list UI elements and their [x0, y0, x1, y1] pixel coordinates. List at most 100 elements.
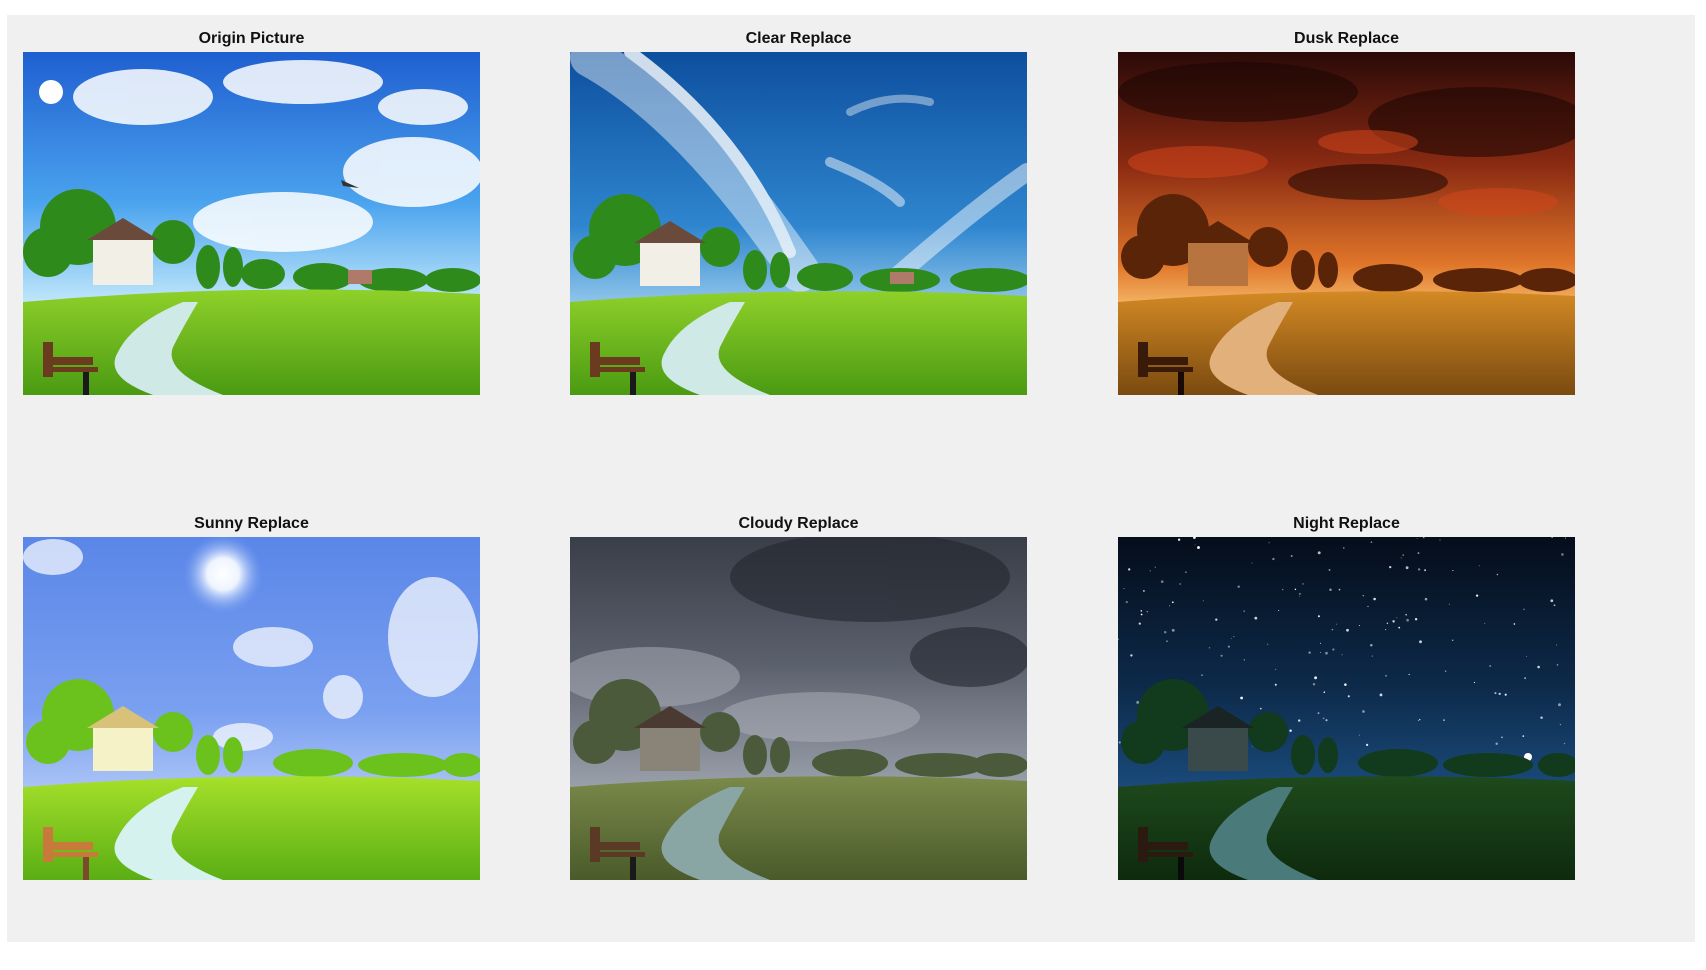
- star: [1140, 610, 1143, 612]
- image-origin: [23, 52, 480, 395]
- star: [1386, 622, 1389, 625]
- star: [1294, 588, 1297, 591]
- star: [1489, 665, 1492, 667]
- star: [1417, 719, 1420, 722]
- star: [1419, 718, 1421, 721]
- star: [1282, 588, 1284, 591]
- star: [1289, 729, 1292, 732]
- star: [1329, 588, 1332, 592]
- star: [1171, 628, 1175, 632]
- figure-window: Origin Picture: [7, 15, 1695, 942]
- star: [1556, 644, 1557, 646]
- star: [1208, 647, 1211, 649]
- star: [1331, 628, 1334, 631]
- star: [1344, 683, 1347, 686]
- star: [1478, 565, 1480, 567]
- star: [1299, 596, 1301, 597]
- star: [1118, 741, 1121, 744]
- panel-title-sunny: Sunny Replace: [194, 515, 309, 532]
- star: [1185, 571, 1187, 573]
- star: [1118, 638, 1119, 641]
- star: [1201, 674, 1203, 676]
- star: [1193, 537, 1196, 539]
- star: [1341, 654, 1343, 656]
- star: [1140, 613, 1143, 616]
- star: [1417, 552, 1420, 555]
- star: [1320, 651, 1321, 653]
- star: [1443, 719, 1445, 721]
- star: [1130, 654, 1133, 657]
- star: [1553, 604, 1556, 607]
- star: [1298, 592, 1301, 595]
- star: [1424, 569, 1427, 572]
- star: [1138, 622, 1141, 625]
- star: [1358, 624, 1360, 627]
- star: [1215, 618, 1218, 621]
- star: [1314, 676, 1318, 680]
- star: [1272, 557, 1275, 561]
- panel-title-clear: Clear Replace: [745, 30, 852, 47]
- panel-title-origin: Origin Picture: [198, 30, 305, 47]
- star: [1484, 623, 1486, 624]
- panel-sunny: Sunny Replace: [23, 515, 480, 880]
- star: [1550, 599, 1554, 603]
- panel-dusk: Dusk Replace: [1118, 30, 1575, 395]
- panel-title-cloudy: Cloudy Replace: [738, 515, 859, 532]
- star: [1243, 659, 1245, 661]
- star: [1163, 630, 1167, 634]
- star: [1220, 654, 1223, 657]
- star: [1537, 665, 1540, 669]
- star: [1243, 610, 1245, 612]
- star: [1444, 670, 1447, 672]
- star: [1177, 538, 1181, 541]
- star: [1540, 716, 1543, 719]
- star: [1389, 565, 1392, 569]
- star: [1373, 597, 1376, 601]
- star: [1417, 568, 1421, 571]
- star: [1379, 693, 1383, 697]
- star: [1328, 568, 1331, 571]
- panel-night: Night Replace: [1118, 515, 1575, 880]
- star: [1343, 547, 1345, 549]
- star: [1166, 640, 1168, 643]
- star: [1274, 683, 1277, 686]
- star: [1494, 692, 1497, 695]
- star: [1227, 645, 1230, 648]
- star: [1323, 691, 1326, 693]
- star: [1439, 539, 1441, 541]
- star: [1406, 618, 1409, 622]
- star: [1194, 544, 1196, 546]
- star: [1564, 537, 1566, 539]
- image-cloudy: [570, 537, 1027, 880]
- star: [1400, 557, 1402, 559]
- star: [1332, 648, 1335, 651]
- star: [1551, 537, 1553, 539]
- image-night: [1118, 537, 1575, 880]
- star: [1524, 677, 1526, 679]
- star: [1408, 673, 1410, 676]
- image-sunny: [23, 537, 480, 880]
- panel-title-dusk: Dusk Replace: [1294, 30, 1399, 47]
- star: [1347, 695, 1350, 698]
- star: [1358, 734, 1360, 736]
- star: [1563, 742, 1566, 745]
- star: [1504, 693, 1507, 696]
- star: [1448, 603, 1450, 605]
- star: [1402, 554, 1405, 556]
- star: [1452, 570, 1454, 572]
- panel-clear: Clear Replace: [570, 30, 1027, 395]
- panel-origin: Origin Picture: [23, 30, 480, 395]
- star: [1160, 580, 1164, 583]
- star: [1322, 717, 1325, 720]
- star: [1370, 644, 1373, 647]
- image-dusk: [1118, 52, 1575, 395]
- star: [1366, 743, 1369, 746]
- star: [1197, 546, 1200, 549]
- star: [1385, 674, 1387, 677]
- star: [1317, 712, 1320, 714]
- star: [1392, 620, 1395, 623]
- star: [1405, 566, 1409, 570]
- star: [1168, 605, 1171, 607]
- star: [1419, 640, 1422, 644]
- star: [1237, 585, 1240, 588]
